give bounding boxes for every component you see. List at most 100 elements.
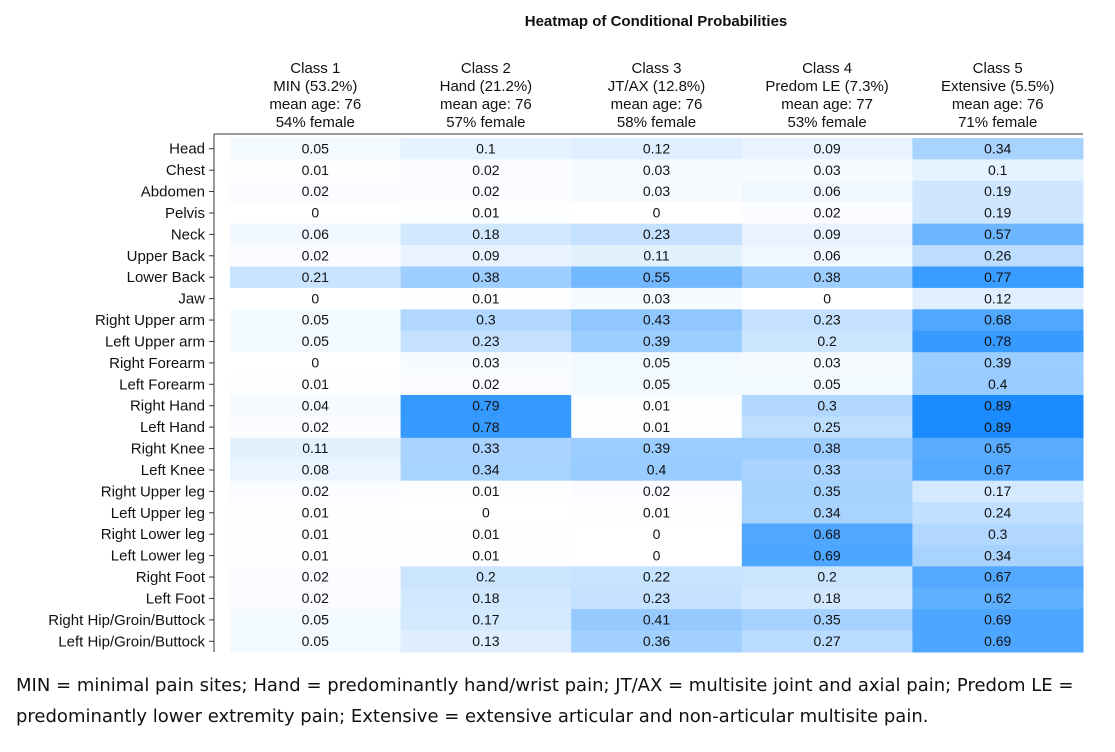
cell bbox=[741, 395, 913, 417]
column-label: 58% female bbox=[617, 114, 696, 131]
cell-label: 0.43 bbox=[643, 312, 670, 328]
row-label: Pelvis bbox=[165, 205, 205, 222]
cell-label: 0.01 bbox=[643, 397, 670, 413]
cell-label: 0.62 bbox=[984, 590, 1011, 606]
cell-label: 0.02 bbox=[472, 183, 499, 199]
cell-label: 0.89 bbox=[984, 397, 1011, 413]
cell bbox=[230, 159, 402, 182]
column-label: JT/AX (12.8%) bbox=[608, 78, 706, 95]
cell-label: 0.17 bbox=[984, 483, 1011, 499]
cell bbox=[912, 609, 1084, 632]
cell-label: 0 bbox=[311, 290, 319, 306]
cell bbox=[400, 223, 572, 246]
row-label: Right Hip/Groin/Buttock bbox=[48, 612, 205, 629]
cell-label: 0.4 bbox=[647, 462, 667, 478]
cell-label: 0.89 bbox=[984, 419, 1011, 435]
cell-label: 0.11 bbox=[643, 247, 669, 263]
cell bbox=[571, 437, 743, 460]
cell-label: 0.2 bbox=[476, 569, 496, 585]
cell bbox=[571, 245, 743, 267]
cell-label: 0.01 bbox=[302, 376, 329, 392]
cell-label: 0.27 bbox=[813, 633, 840, 649]
chart-title: Heatmap of Conditional Probabilities bbox=[525, 13, 788, 30]
cell bbox=[230, 266, 402, 289]
cell bbox=[400, 502, 572, 524]
cell-label: 0 bbox=[653, 547, 661, 563]
cell bbox=[400, 245, 572, 267]
cell bbox=[230, 138, 402, 160]
row-label: Head bbox=[169, 141, 205, 158]
cell bbox=[230, 416, 402, 439]
column-label: mean age: 76 bbox=[440, 96, 532, 113]
cell bbox=[741, 437, 913, 460]
cell bbox=[571, 180, 743, 203]
cell-label: 0.4 bbox=[988, 376, 1008, 392]
cell-label: 0.18 bbox=[813, 590, 840, 606]
cell bbox=[912, 566, 1084, 589]
cell-label: 0.01 bbox=[643, 504, 670, 520]
row-label: Right Lower leg bbox=[101, 526, 205, 543]
cell bbox=[912, 309, 1084, 332]
cell bbox=[912, 480, 1084, 503]
cell-label: 0.38 bbox=[472, 269, 499, 285]
cell bbox=[912, 373, 1084, 396]
cell bbox=[571, 480, 743, 503]
cell bbox=[741, 223, 913, 246]
cell bbox=[912, 502, 1084, 524]
column-label: Extensive (5.5%) bbox=[941, 78, 1054, 95]
cell-label: 0.23 bbox=[813, 312, 840, 328]
cell-label: 0.05 bbox=[643, 355, 670, 371]
cell bbox=[400, 309, 572, 332]
column-label: mean age: 76 bbox=[611, 96, 703, 113]
column-label: MIN (53.2%) bbox=[273, 78, 357, 95]
cell bbox=[230, 180, 402, 203]
cell bbox=[571, 523, 743, 546]
cell bbox=[230, 523, 402, 546]
cell-label: 0.01 bbox=[643, 419, 670, 435]
cell bbox=[230, 544, 402, 567]
cell-label: 0.65 bbox=[984, 440, 1011, 456]
cell bbox=[912, 437, 1084, 460]
cell-label: 0.33 bbox=[813, 462, 840, 478]
cell bbox=[230, 330, 402, 353]
cell-label: 0.01 bbox=[472, 547, 499, 563]
cell-label: 0.39 bbox=[984, 355, 1011, 371]
cell bbox=[741, 587, 913, 610]
column-label: Class 3 bbox=[631, 60, 681, 77]
cell bbox=[912, 352, 1084, 375]
cell bbox=[400, 287, 572, 310]
cell bbox=[571, 395, 743, 417]
cell bbox=[912, 416, 1084, 439]
cell bbox=[230, 245, 402, 267]
cell bbox=[912, 459, 1084, 482]
cell-label: 0 bbox=[311, 355, 319, 371]
row-label: Right Forearm bbox=[109, 355, 205, 372]
cell-label: 0.02 bbox=[813, 205, 840, 221]
column-label: mean age: 76 bbox=[952, 96, 1044, 113]
cell-label: 0.03 bbox=[643, 183, 670, 199]
cell-label: 0.03 bbox=[813, 355, 840, 371]
cell bbox=[400, 437, 572, 460]
row-label: Neck bbox=[171, 226, 206, 243]
cell-label: 0 bbox=[311, 205, 319, 221]
cell-label: 0.34 bbox=[984, 547, 1011, 563]
column-label: 71% female bbox=[958, 114, 1037, 131]
cell bbox=[571, 566, 743, 589]
cell bbox=[912, 330, 1084, 353]
cell bbox=[230, 480, 402, 503]
cell-label: 0.78 bbox=[472, 419, 499, 435]
cell-label: 0.19 bbox=[984, 183, 1011, 199]
cell-label: 0.01 bbox=[472, 290, 499, 306]
row-label: Lower Back bbox=[127, 269, 206, 286]
cell bbox=[741, 245, 913, 267]
cell-label: 0.26 bbox=[984, 247, 1011, 263]
cell-label: 0.05 bbox=[302, 140, 329, 156]
cell-label: 0.02 bbox=[302, 183, 329, 199]
cell-label: 0.02 bbox=[643, 483, 670, 499]
cell bbox=[912, 395, 1084, 417]
cell-label: 0.06 bbox=[813, 247, 840, 263]
cell bbox=[741, 630, 913, 653]
cell bbox=[912, 544, 1084, 567]
cell-label: 0.02 bbox=[472, 376, 499, 392]
